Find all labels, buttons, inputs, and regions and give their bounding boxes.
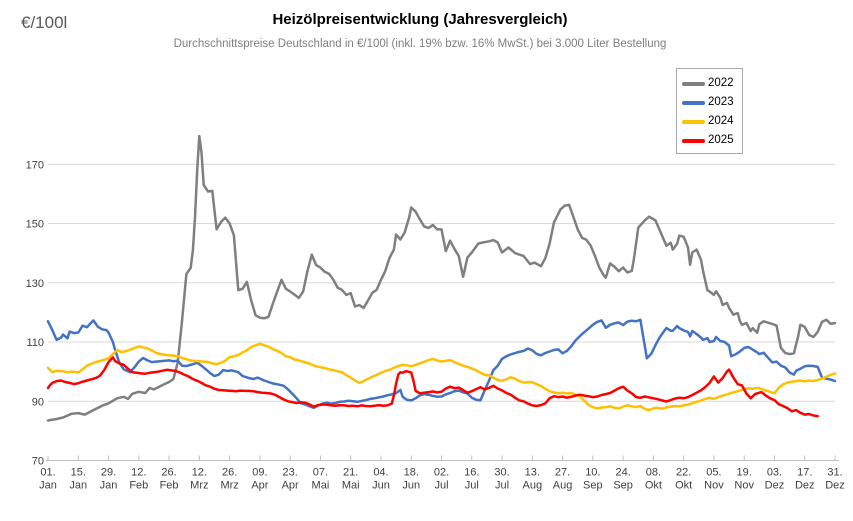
x-axis-label-month: Nov (734, 480, 754, 492)
legend-item-2024: 2024 (682, 112, 742, 131)
x-axis-label-day: 05. (706, 467, 721, 479)
x-axis-label-month: Jun (402, 480, 420, 492)
x-axis-label-month: Jan (100, 480, 118, 492)
x-axis-label-day: 30. (494, 467, 509, 479)
series-line-2022 (46, 134, 837, 422)
x-axis-label-month: Aug (523, 480, 543, 492)
y-axis-unit-label: €/100l (21, 13, 68, 32)
y-axis-label: 130 (26, 278, 44, 290)
x-axis-label-day: 12. (192, 467, 207, 479)
series-line-2025 (46, 356, 819, 418)
x-axis-label-month: Okt (645, 480, 662, 492)
x-axis-label-month: Jan (39, 480, 57, 492)
legend-line-swatch (682, 81, 705, 86)
x-axis-label-day: 03. (767, 467, 782, 479)
x-axis-label-day: 18. (404, 467, 419, 479)
legend-line-swatch (682, 100, 705, 105)
x-axis-label-month: Jul (495, 480, 509, 492)
y-axis-label: 90 (32, 396, 44, 408)
legend-label: 2023 (708, 95, 734, 108)
y-axis-label: 170 (26, 159, 44, 171)
x-axis-label-day: 12. (131, 467, 146, 479)
x-axis-label-day: 26. (161, 467, 176, 479)
x-axis-label-month: Dez (795, 480, 815, 492)
legend-label: 2025 (708, 133, 734, 146)
x-axis-label-month: Okt (675, 480, 692, 492)
x-axis-label-day: 15. (71, 467, 86, 479)
y-axis-label: 150 (26, 219, 44, 231)
legend-line-swatch (682, 138, 705, 143)
x-axis-label-day: 04. (373, 467, 388, 479)
x-axis-label-month: Jan (69, 480, 87, 492)
y-axis-label: 110 (26, 337, 44, 349)
legend-label: 2024 (708, 114, 734, 127)
x-axis-label-day: 23. (283, 467, 298, 479)
x-axis-label-month: Jun (372, 480, 390, 492)
x-axis-label-day: 09. (252, 467, 267, 479)
x-axis-label-month: Aug (553, 480, 573, 492)
x-axis-label-month: Dez (765, 480, 785, 492)
series-line-2024 (46, 342, 837, 412)
chart-legend: 2022 2023 2024 2025 (676, 68, 743, 154)
chart-subtitle: Durchschnittspreise Deutschland in €/100… (173, 38, 667, 50)
legend-label: 2022 (708, 76, 734, 89)
y-axis-label: 70 (32, 456, 44, 468)
legend-item-2025: 2025 (682, 131, 742, 150)
x-axis-label-day: 21. (343, 467, 358, 479)
x-axis-label-day: 22. (676, 467, 691, 479)
x-axis-label-month: Sep (583, 480, 603, 492)
x-axis-label-day: 16. (464, 467, 479, 479)
x-axis-label-month: Mai (342, 480, 360, 492)
legend-line-swatch (682, 119, 705, 124)
x-axis-label-month: Sep (613, 480, 633, 492)
x-axis-label-month: Mai (312, 480, 330, 492)
x-axis-label-day: 19. (737, 467, 752, 479)
x-axis-label-day: 31. (827, 467, 842, 479)
chart-title: Heizölpreisentwicklung (Jahresvergleich) (272, 11, 568, 28)
series-line-2023 (46, 318, 837, 410)
x-axis-label-day: 08. (646, 467, 661, 479)
legend-item-2023: 2023 (682, 93, 742, 112)
x-axis-label-month: Feb (160, 480, 179, 492)
x-axis-label-month: Mrz (190, 480, 208, 492)
x-axis-label-day: 01. (40, 467, 55, 479)
x-axis-label-day: 24. (615, 467, 630, 479)
x-axis-label-month: Nov (704, 480, 724, 492)
x-axis-label-month: Apr (251, 480, 268, 492)
x-axis-label-day: 17. (797, 467, 812, 479)
x-axis-label-month: Apr (282, 480, 299, 492)
x-axis-label-month: Mrz (220, 480, 238, 492)
x-axis-label-month: Jul (465, 480, 479, 492)
x-axis-label-month: Dez (825, 480, 845, 492)
x-axis-label-day: 07. (313, 467, 328, 479)
x-axis-label-day: 02. (434, 467, 449, 479)
x-axis-label-month: Jul (434, 480, 448, 492)
x-axis-label-month: Feb (129, 480, 148, 492)
x-axis-label-day: 13. (525, 467, 540, 479)
x-axis-label-day: 27. (555, 467, 570, 479)
x-axis-label-day: 29. (101, 467, 116, 479)
x-axis-label-day: 10. (585, 467, 600, 479)
x-axis-label-day: 26. (222, 467, 237, 479)
legend-item-2022: 2022 (682, 74, 742, 93)
